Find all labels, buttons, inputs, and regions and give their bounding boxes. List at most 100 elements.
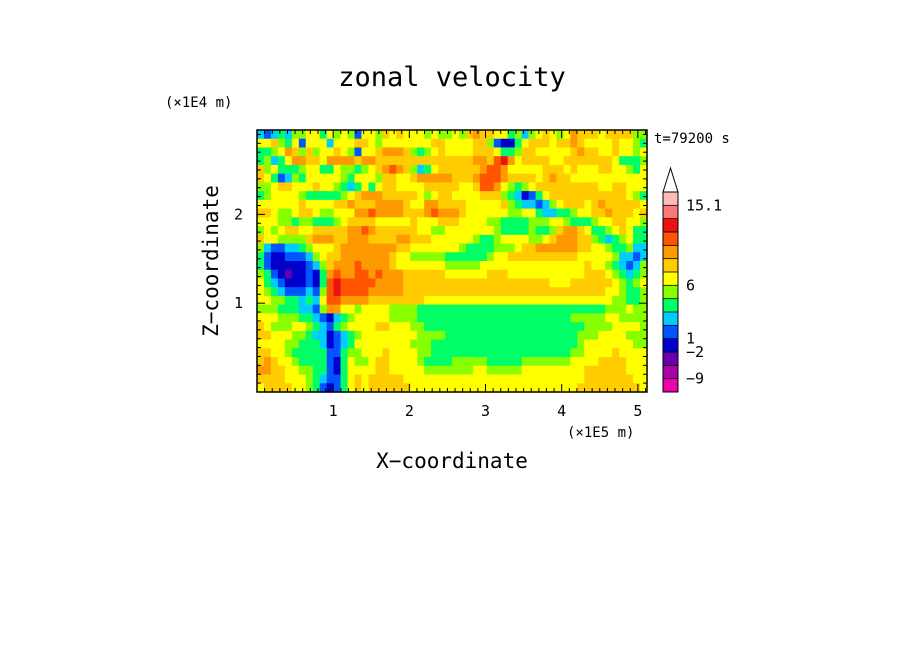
field-cell xyxy=(431,261,439,271)
field-cell xyxy=(452,226,460,236)
field-cell xyxy=(542,156,551,166)
field-cell xyxy=(319,217,328,227)
field-cell xyxy=(389,295,397,306)
field-cell xyxy=(640,261,648,271)
field-cell xyxy=(333,383,342,393)
field-cell xyxy=(257,322,265,332)
field-cell xyxy=(584,339,592,349)
field-cell xyxy=(257,173,265,183)
field-cell xyxy=(417,322,425,332)
field-cell xyxy=(445,287,453,297)
field-cell xyxy=(514,130,523,140)
field-cell xyxy=(382,304,390,314)
field-cell xyxy=(347,365,356,376)
field-cell xyxy=(305,357,314,367)
field-cell xyxy=(528,217,537,227)
field-cell xyxy=(549,261,558,271)
field-cell xyxy=(542,374,551,384)
field-cell xyxy=(347,383,356,393)
field-cell xyxy=(347,278,356,288)
field-cell xyxy=(361,348,370,358)
field-cell xyxy=(556,147,565,157)
field-cell xyxy=(424,365,432,376)
field-cell xyxy=(528,199,537,210)
field-cell xyxy=(396,199,404,210)
field-cell xyxy=(584,138,592,149)
field-cell xyxy=(640,287,648,297)
field-cell xyxy=(424,243,432,253)
field-cell xyxy=(458,252,467,262)
field-cell xyxy=(375,348,383,358)
colorbar-label: 6 xyxy=(686,276,695,294)
field-cell xyxy=(257,330,265,341)
field-cell xyxy=(424,164,432,175)
field-cell xyxy=(479,164,488,175)
field-cell xyxy=(640,357,648,367)
field-cell xyxy=(375,182,383,192)
field-cell xyxy=(438,269,446,280)
field-cell xyxy=(410,243,418,253)
field-cell xyxy=(570,374,578,384)
field-cell xyxy=(556,234,565,245)
field-cell xyxy=(514,295,523,306)
field-cell xyxy=(319,199,328,210)
field-cell xyxy=(284,217,293,227)
field-cell xyxy=(640,278,648,288)
field-cell xyxy=(403,173,411,183)
field-cell xyxy=(605,217,613,227)
colorbar-band xyxy=(663,298,678,313)
field-cell xyxy=(521,208,530,218)
field-cell xyxy=(354,226,363,236)
x-scale-label: (×1E5 m) xyxy=(567,425,634,441)
field-cell xyxy=(570,243,578,253)
field-cell xyxy=(298,365,307,376)
field-cell xyxy=(598,304,606,314)
field-cell xyxy=(403,147,411,157)
field-cell xyxy=(277,295,286,306)
field-cell xyxy=(368,243,376,253)
field-cell xyxy=(305,173,314,183)
field-cell xyxy=(361,226,370,236)
field-cell xyxy=(417,339,425,349)
field-cell xyxy=(549,278,558,288)
field-cell xyxy=(452,199,460,210)
field-cell xyxy=(528,261,537,271)
colorbar-label: −9 xyxy=(686,370,704,388)
field-cell xyxy=(403,322,411,332)
field-cell xyxy=(514,348,523,358)
field-cell xyxy=(556,322,565,332)
field-cell xyxy=(542,295,551,306)
field-cell xyxy=(305,217,314,227)
field-cell xyxy=(514,365,523,376)
field-cell xyxy=(382,339,390,349)
field-cell xyxy=(563,322,571,332)
field-cell xyxy=(368,199,376,210)
field-cell xyxy=(319,313,328,323)
field-cell xyxy=(549,182,558,192)
field-cell xyxy=(465,217,474,227)
field-cell xyxy=(542,330,551,341)
field-cell xyxy=(605,199,613,210)
field-cell xyxy=(410,234,418,245)
field-cell xyxy=(263,199,272,210)
field-cell xyxy=(291,173,300,183)
field-cell xyxy=(458,234,467,245)
field-cell xyxy=(375,199,383,210)
field-cell xyxy=(403,191,411,201)
field-cell xyxy=(424,278,432,288)
field-cell xyxy=(263,208,272,218)
field-cell xyxy=(521,339,530,349)
field-cell xyxy=(340,156,349,166)
field-cell xyxy=(514,208,523,218)
field-cell xyxy=(368,330,376,341)
field-cell xyxy=(410,252,418,262)
field-cell xyxy=(521,330,530,341)
field-cell xyxy=(403,365,411,376)
field-cell xyxy=(619,208,627,218)
field-cell xyxy=(472,339,481,349)
field-cell xyxy=(291,226,300,236)
field-cell xyxy=(556,278,565,288)
field-cell xyxy=(382,173,390,183)
field-cell xyxy=(640,304,648,314)
field-cell xyxy=(584,295,592,306)
